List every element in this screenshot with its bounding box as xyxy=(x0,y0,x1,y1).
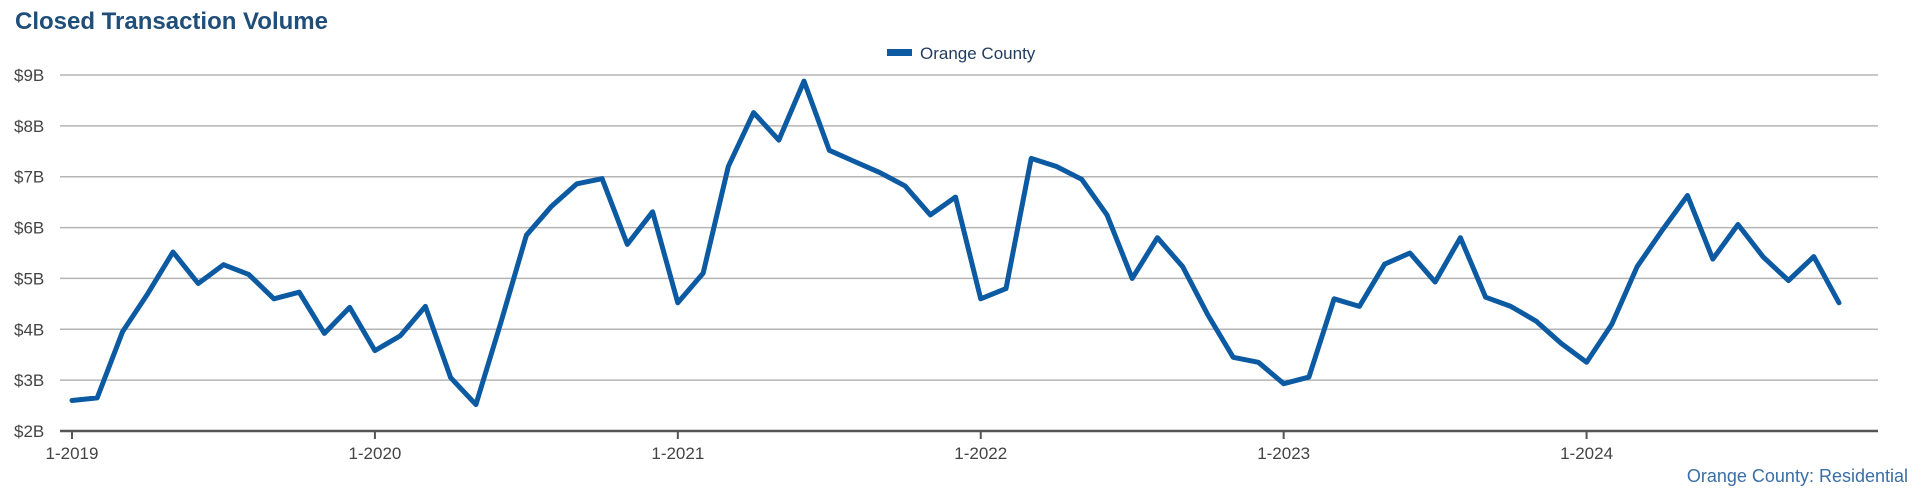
legend-swatch xyxy=(887,49,912,56)
source-label: Orange County: Residential xyxy=(1686,466,1908,486)
x-tick-label: 1-2019 xyxy=(46,444,99,463)
y-tick-label: $4B xyxy=(14,320,44,339)
legend-label: Orange County xyxy=(920,44,1036,63)
x-tick-label: 1-2023 xyxy=(1257,444,1310,463)
y-tick-label: $7B xyxy=(14,168,44,187)
y-tick-label: $8B xyxy=(14,117,44,136)
chart-title: Closed Transaction Volume xyxy=(15,8,328,35)
x-tick-label: 1-2021 xyxy=(651,444,704,463)
y-tick-label: $5B xyxy=(14,269,44,288)
y-tick-label: $6B xyxy=(14,219,44,238)
x-tick-label: 1-2020 xyxy=(348,444,401,463)
x-tick-label: 1-2022 xyxy=(954,444,1007,463)
series-layer xyxy=(69,78,1842,408)
y-tick-label: $3B xyxy=(14,371,44,390)
y-tick-label: $9B xyxy=(14,66,44,85)
x-tick-label: 1-2024 xyxy=(1560,444,1613,463)
series-line-orange-county xyxy=(69,78,1842,408)
axis-layer: $2B $3B $4B $5B $6B $7B $8B $9B 1-2019 1-2020 1-20… xyxy=(14,66,1878,463)
legend[interactable]: Orange County xyxy=(887,44,1036,63)
y-tick-label: $2B xyxy=(14,422,44,441)
